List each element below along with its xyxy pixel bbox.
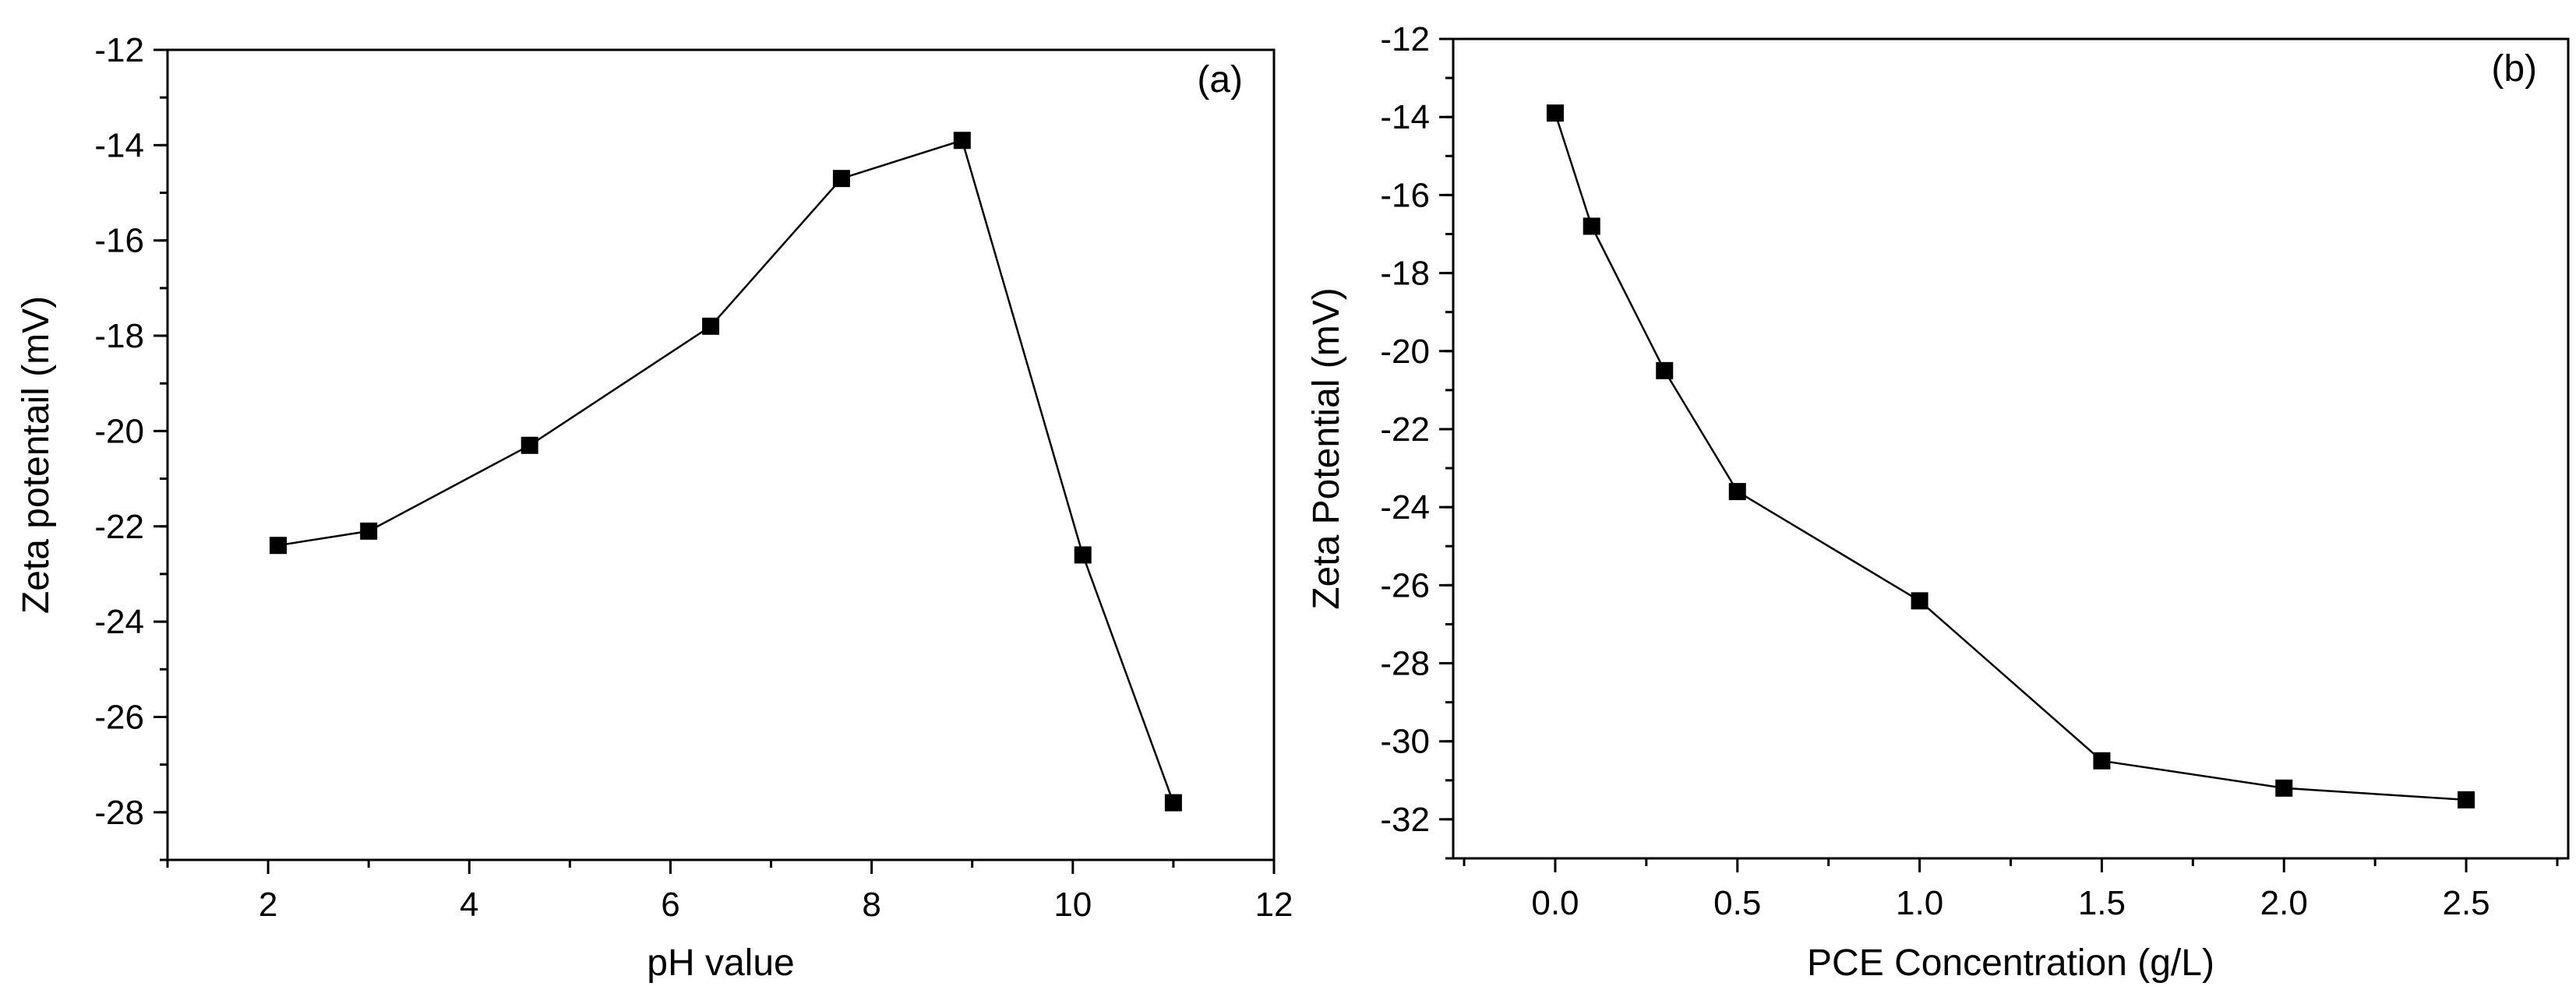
series-line bbox=[277, 139, 1175, 804]
y-tick-label: -26 bbox=[94, 698, 144, 736]
data-point bbox=[953, 132, 971, 150]
y-tick-label: -14 bbox=[94, 126, 144, 164]
x-tick-label: 0.0 bbox=[1531, 884, 1579, 922]
panel-a: 2 4 6 8 10 12 -28 -26 -24 -22 -20 -18 -16 -14 -12 pH va… bbox=[16, 31, 1293, 984]
panel-label: (b) bbox=[2491, 48, 2537, 90]
data-point bbox=[1656, 361, 1674, 379]
y-axis-title: Zeta Potential (mV) bbox=[1306, 287, 1347, 609]
x-tick-label: 1.5 bbox=[2078, 884, 2126, 922]
x-tick-label: 4 bbox=[460, 886, 478, 924]
data-point bbox=[702, 317, 720, 335]
y-tick-label: -28 bbox=[94, 794, 144, 832]
data-point bbox=[1546, 104, 1564, 122]
x-tick-label: 2.5 bbox=[2442, 884, 2490, 922]
y-tick-label: -18 bbox=[94, 317, 144, 355]
y-tick-label: -24 bbox=[94, 603, 144, 641]
x-tick-label: 12 bbox=[1255, 886, 1293, 924]
panel-label: (a) bbox=[1197, 59, 1243, 100]
x-tick-label: 2.0 bbox=[2260, 884, 2308, 922]
y-tick-label: -16 bbox=[94, 222, 144, 260]
x-tick-label: 1.0 bbox=[1896, 884, 1943, 922]
y-tick-label: -12 bbox=[94, 31, 144, 69]
data-point bbox=[1583, 217, 1600, 235]
y-tick-label: -18 bbox=[1380, 255, 1430, 293]
data-point bbox=[1911, 592, 1928, 610]
data-point bbox=[832, 170, 850, 188]
data-point bbox=[2275, 779, 2293, 797]
data-point bbox=[2093, 752, 2111, 770]
y-tick-label: -20 bbox=[1380, 333, 1430, 371]
y-axis-title: Zeta potentail (mV) bbox=[16, 296, 57, 614]
y-tick-label: -14 bbox=[1380, 98, 1430, 136]
y-tick-label: -30 bbox=[1380, 723, 1430, 761]
data-point bbox=[1728, 483, 1746, 501]
x-axis-title: pH value bbox=[647, 942, 794, 984]
x-tick-label: 6 bbox=[661, 886, 679, 924]
data-point bbox=[2458, 791, 2475, 808]
y-tick-label: -28 bbox=[1380, 645, 1430, 683]
plot-frame bbox=[166, 48, 1276, 861]
data-point bbox=[1074, 546, 1092, 564]
x-tick-label: 0.5 bbox=[1713, 884, 1761, 922]
y-tick-label: -12 bbox=[1380, 20, 1430, 58]
data-point bbox=[360, 522, 378, 540]
data-point bbox=[520, 436, 538, 454]
panel-b: 0.0 0.5 1.0 1.5 2.0 2.5 -32 -30 -28 -26 -24 -22 -20 -… bbox=[1306, 20, 2570, 984]
x-tick-label: 8 bbox=[862, 886, 880, 924]
y-tick-label: -26 bbox=[1380, 566, 1430, 604]
y-tick-label: -22 bbox=[94, 508, 144, 546]
y-tick-label: -22 bbox=[1380, 410, 1430, 449]
x-tick-label: 2 bbox=[259, 886, 277, 924]
y-tick-label: -32 bbox=[1380, 801, 1430, 839]
y-tick-label: -24 bbox=[1380, 488, 1430, 527]
y-tick-label: -16 bbox=[1380, 176, 1430, 214]
y-tick-label: -20 bbox=[94, 412, 144, 450]
x-tick-label: 10 bbox=[1053, 886, 1092, 924]
x-axis-title: PCE Concentration (g/L) bbox=[1807, 942, 2214, 984]
series-line bbox=[1554, 112, 2467, 801]
data-point bbox=[270, 537, 287, 555]
data-point bbox=[1164, 794, 1182, 812]
